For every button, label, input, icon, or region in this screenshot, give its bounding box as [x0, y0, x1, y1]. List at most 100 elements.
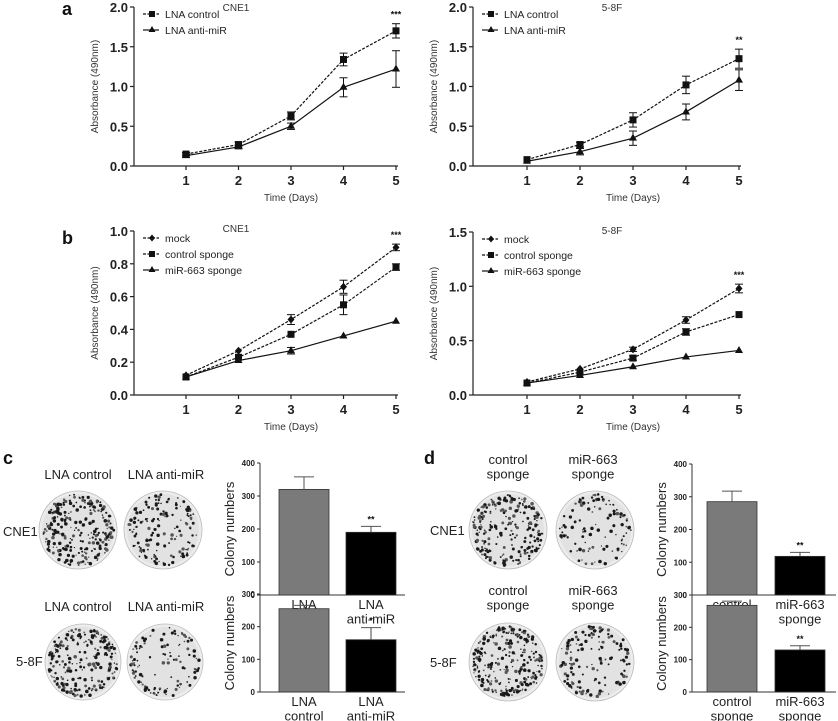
- x-axis-label: Time (Days): [264, 422, 318, 433]
- colony-dot: [509, 534, 512, 537]
- colony-dot: [518, 561, 522, 565]
- colony-dot: [494, 508, 497, 510]
- colony-dot: [49, 662, 52, 665]
- colony-dot: [141, 683, 144, 686]
- colony-dot: [65, 690, 69, 694]
- colony-dot: [562, 534, 566, 538]
- colony-dot: [62, 503, 66, 506]
- colony-dot: [490, 654, 494, 657]
- colony-dot: [489, 511, 492, 515]
- colony-dot: [89, 499, 93, 503]
- series-line: [185, 30, 397, 155]
- colony-dot: [521, 502, 524, 505]
- colony-dot: [539, 539, 542, 542]
- colony-dot: [502, 545, 506, 549]
- colony-dot: [81, 540, 84, 543]
- colony-dot: [504, 641, 508, 645]
- plate-column-label-line: miR-663: [568, 452, 617, 467]
- y-tick-label: 0.6: [110, 290, 128, 305]
- colony-dot: [77, 551, 80, 555]
- colony-dot: [86, 644, 89, 647]
- y-tick-label: 0: [251, 688, 256, 697]
- colony-dot: [538, 656, 542, 661]
- colony-dot: [488, 556, 493, 560]
- colony-dot: [109, 645, 113, 650]
- colony-dot: [95, 541, 100, 545]
- colony-dot: [69, 657, 72, 661]
- colony-dot: [74, 669, 78, 672]
- colony-dot: [105, 535, 109, 539]
- colony-dot: [511, 547, 515, 551]
- square-marker: [392, 27, 400, 35]
- colony-dot: [99, 686, 102, 690]
- colony-dot: [74, 690, 76, 693]
- colony-dot: [484, 530, 487, 534]
- colony-dot: [519, 555, 522, 558]
- colony-dot: [69, 548, 73, 552]
- colony-dot: [522, 629, 526, 633]
- colony-dot: [95, 636, 97, 638]
- x-tick-label: 4: [682, 402, 690, 417]
- colony-dot: [597, 635, 600, 638]
- line-chart-a-58f: 5-8F 0.0 0.5 1.0 1.5 2.0 1 2 3 4 5 Time (Days) Absor…: [429, 0, 743, 204]
- x-category-label-line: LNA: [358, 597, 384, 612]
- colony-dot: [577, 665, 581, 669]
- colony-dot: [537, 664, 539, 667]
- colony-dot: [531, 675, 535, 679]
- colony-dot: [161, 512, 166, 517]
- colony-dot: [534, 643, 537, 646]
- colony-dot: [571, 672, 575, 676]
- colony-dot: [96, 649, 99, 652]
- colony-dot: [566, 674, 570, 678]
- colony-dot: [539, 654, 542, 657]
- colony-dot: [97, 631, 100, 634]
- colony-dot: [608, 513, 612, 518]
- colony-dot: [502, 691, 506, 696]
- colony-dot: [482, 669, 485, 672]
- significance-label: ***: [391, 10, 402, 20]
- colony-dot: [138, 510, 143, 514]
- colony-dot: [191, 544, 195, 548]
- colony-dot: [171, 513, 174, 517]
- colony-dot: [496, 536, 499, 538]
- colony-dot: [563, 525, 567, 529]
- colony-dot: [52, 502, 56, 506]
- colony-dot: [536, 670, 538, 673]
- y-tick-label: 300: [242, 590, 256, 599]
- colony-dot: [621, 550, 623, 553]
- colony-dot: [131, 671, 136, 675]
- colony-dot: [476, 665, 479, 667]
- series-mir-663-sponge: miR-663 sponge: [143, 265, 400, 380]
- x-category-label-line: sponge: [779, 708, 822, 721]
- colony-dot: [68, 630, 70, 633]
- colony-dot: [149, 634, 152, 637]
- colony-dot: [472, 660, 476, 664]
- colony-dot: [576, 685, 579, 689]
- colony-dot: [184, 521, 188, 525]
- colony-dot: [491, 503, 494, 506]
- colony-dot: [145, 503, 148, 506]
- colony-dot: [65, 646, 69, 651]
- colony-dot: [595, 694, 599, 698]
- colony-dot: [102, 516, 105, 519]
- colony-dot: [165, 514, 169, 518]
- colony-dot: [47, 510, 52, 515]
- triangle-marker: [735, 345, 743, 353]
- colony-dot: [91, 541, 96, 545]
- colony-dot: [51, 551, 55, 555]
- colony-dot: [151, 628, 155, 632]
- colony-dot: [505, 688, 508, 691]
- colony-dot: [79, 635, 83, 638]
- colony-dot: [190, 638, 194, 642]
- colony-dot: [483, 651, 486, 654]
- colony-dot: [491, 688, 494, 691]
- colony-dot: [87, 687, 91, 690]
- colony-dot: [138, 664, 140, 667]
- colony-dot: [169, 651, 171, 654]
- colony-dot: [147, 526, 151, 530]
- colony-dot: [607, 693, 610, 695]
- square-marker: [340, 55, 347, 63]
- colony-dot: [602, 547, 606, 551]
- colony-dot: [503, 496, 507, 500]
- colony-dot: [75, 508, 79, 512]
